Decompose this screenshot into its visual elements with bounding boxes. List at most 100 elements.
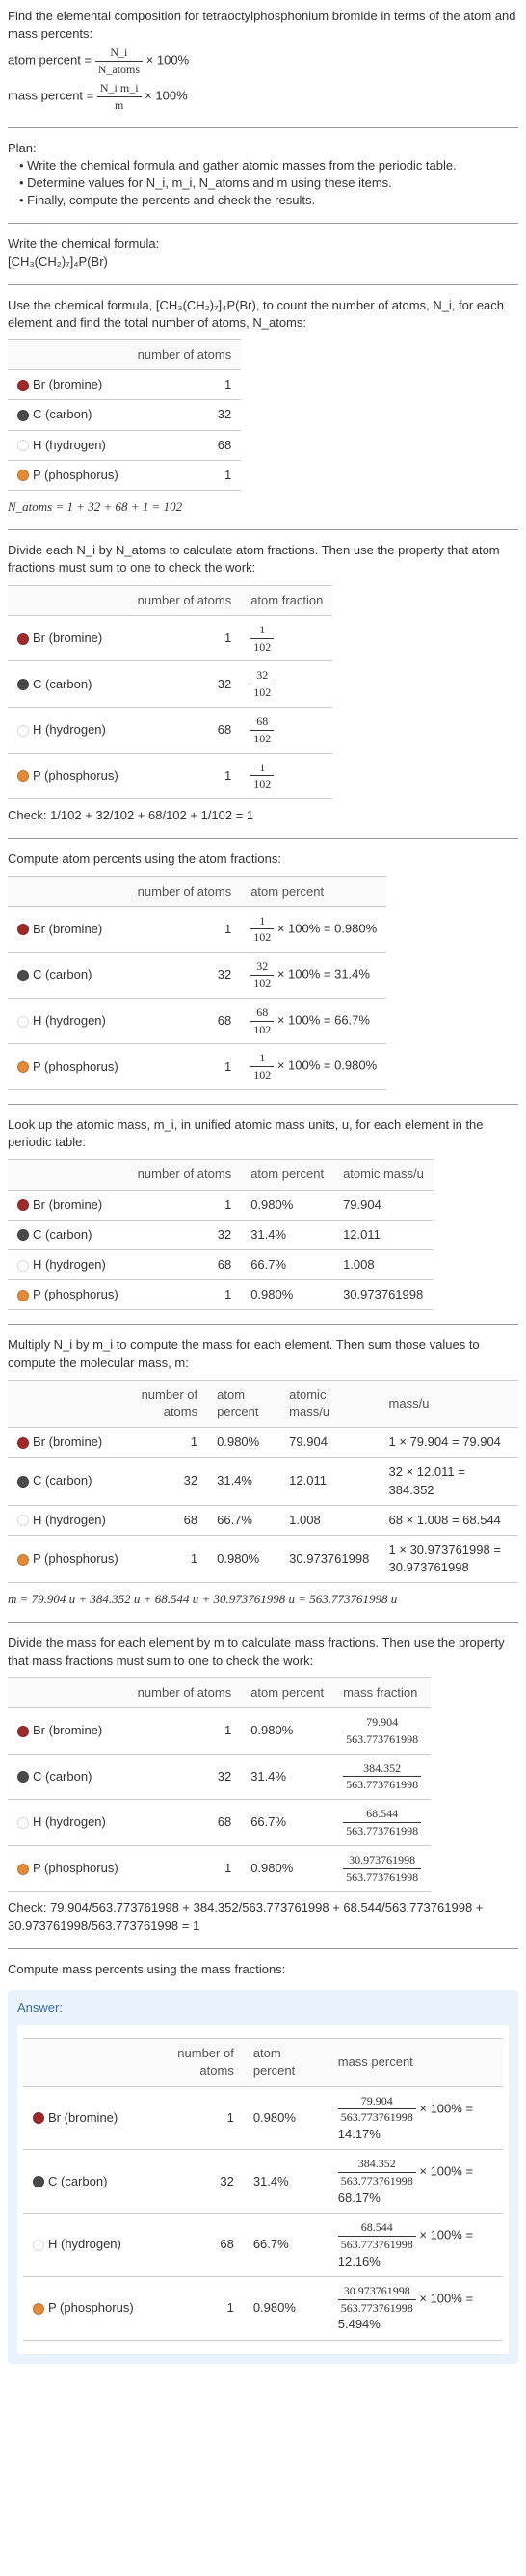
plan-bullet: • Finally, compute the percents and chec… bbox=[19, 192, 518, 209]
mass-calc-table: number of atoms atom percent atomic mass… bbox=[8, 1380, 518, 1584]
table-row: H (hydrogen)6866.7%68.544563.773761998 ×… bbox=[23, 2214, 503, 2277]
col-natoms: number of atoms bbox=[128, 585, 242, 615]
element-swatch bbox=[17, 380, 29, 391]
table-row: C (carbon)3231.4%384.352563.773761998 × … bbox=[23, 2150, 503, 2214]
masscalc-intro: Multiply N_i by m_i to compute the mass … bbox=[8, 1336, 518, 1371]
table-row: Br (bromine)11102 × 100% = 0.980% bbox=[8, 906, 386, 953]
table-row: C (carbon)3232102 bbox=[8, 661, 332, 708]
element-cell: Br (bromine) bbox=[8, 370, 128, 400]
table-row: Br (bromine)10.980%79.904563.773761998 ×… bbox=[23, 2086, 503, 2150]
frac: N_i m_im bbox=[97, 80, 142, 114]
natoms-sum: N_atoms = 1 + 32 + 68 + 1 = 102 bbox=[8, 498, 518, 516]
table-row: Br (bromine)10.980%79.9041 × 79.904 = 79… bbox=[8, 1428, 518, 1458]
table-row: P (phosphorus)11102 × 100% = 0.980% bbox=[8, 1044, 386, 1090]
masslookup-intro: Look up the atomic mass, m_i, in unified… bbox=[8, 1116, 518, 1151]
divider bbox=[8, 127, 518, 128]
table-row: H (hydrogen)6866.7%1.008 bbox=[8, 1250, 434, 1280]
mass-percent-formula: mass percent = N_i m_im × 100% bbox=[8, 80, 518, 114]
col-natoms: number of atoms bbox=[128, 340, 242, 370]
table-row: H (hydrogen)6866.7%1.00868 × 1.008 = 68.… bbox=[8, 1505, 518, 1535]
table-row: C (carbon)3231.4%12.011 bbox=[8, 1220, 434, 1249]
answer-inner: number of atoms atom percent mass percen… bbox=[17, 2025, 509, 2354]
mass-lookup-table: number of atoms atom percent atomic mass… bbox=[8, 1159, 434, 1310]
n-cell: 1 bbox=[128, 370, 242, 400]
element-swatch bbox=[17, 410, 29, 421]
table-header-row: number of atoms bbox=[8, 340, 241, 370]
table-row: C (carbon)32 bbox=[8, 400, 241, 430]
n-cell: 1 bbox=[128, 460, 242, 490]
element-cell: C (carbon) bbox=[8, 400, 128, 430]
table-header-row: number of atoms atom percent mass percen… bbox=[23, 2039, 503, 2086]
table-row: Br (bromine)10.980%79.904 bbox=[8, 1190, 434, 1220]
mass-percent-table: number of atoms atom percent mass percen… bbox=[23, 2038, 503, 2341]
table-row: C (carbon)3231.4%12.01132 × 12.011 = 384… bbox=[8, 1458, 518, 1505]
mass-calc-section: Multiply N_i by m_i to compute the mass … bbox=[8, 1336, 518, 1608]
divider bbox=[8, 284, 518, 285]
count-intro: Use the chemical formula, [CH₃(CH₂)₇]₄P(… bbox=[8, 297, 518, 332]
atom-fraction-section: Divide each N_i by N_atoms to calculate … bbox=[8, 542, 518, 824]
n-cell: 68 bbox=[128, 430, 242, 460]
divider bbox=[8, 1622, 518, 1623]
atompct-intro: Compute atom percents using the atom fra… bbox=[8, 850, 518, 868]
atom-fraction-table: number of atoms atom fraction Br (bromin… bbox=[8, 585, 332, 800]
table-header-row: number of atoms atom percent bbox=[8, 876, 386, 906]
table-row: Br (bromine)11102 bbox=[8, 615, 332, 661]
n-cell: 32 bbox=[128, 400, 242, 430]
mass-lookup-section: Look up the atomic mass, m_i, in unified… bbox=[8, 1116, 518, 1310]
table-row: P (phosphorus)10.980%30.973761998563.773… bbox=[23, 2276, 503, 2340]
table-row: P (phosphorus)10.980%30.973761998563.773… bbox=[8, 1845, 431, 1892]
plan-bullet: • Determine values for N_i, m_i, N_atoms… bbox=[19, 174, 518, 192]
massfrac-check: Check: 79.904/563.773761998 + 384.352/56… bbox=[8, 1899, 518, 1934]
table-row: H (hydrogen)68 bbox=[8, 430, 241, 460]
atomfrac-intro: Divide each N_i by N_atoms to calculate … bbox=[8, 542, 518, 577]
chemical-formula: [CH₃(CH₂)₇]₄P(Br) bbox=[8, 254, 518, 271]
answer-label: Answer: bbox=[17, 1999, 509, 2017]
molecular-mass-sum: m = 79.904 u + 384.352 u + 68.544 u + 30… bbox=[8, 1591, 518, 1608]
col-element bbox=[8, 585, 128, 615]
table-row: P (phosphorus)1 bbox=[8, 460, 241, 490]
table-row: P (phosphorus)10.980%30.9737619981 × 30.… bbox=[8, 1535, 518, 1582]
divider bbox=[8, 1324, 518, 1325]
element-cell: P (phosphorus) bbox=[8, 460, 128, 490]
count-section: Use the chemical formula, [CH₃(CH₂)₇]₄P(… bbox=[8, 297, 518, 517]
table-row: H (hydrogen)6868102 × 100% = 66.7% bbox=[8, 998, 386, 1044]
col-element bbox=[8, 340, 128, 370]
atom-percent-table: number of atoms atom percent Br (bromine… bbox=[8, 876, 386, 1091]
table-row: P (phosphorus)10.980%30.973761998 bbox=[8, 1280, 434, 1310]
col-atomfrac: atom fraction bbox=[241, 585, 332, 615]
table-header-row: number of atoms atom percent atomic mass… bbox=[8, 1160, 434, 1190]
plan-heading: Plan: bbox=[8, 140, 518, 157]
divider bbox=[8, 223, 518, 224]
formula-section: Write the chemical formula: [CH₃(CH₂)₇]₄… bbox=[8, 235, 518, 270]
table-row: H (hydrogen)6868102 bbox=[8, 707, 332, 753]
atom-percent-formula: atom percent = N_iN_atoms × 100% bbox=[8, 44, 518, 78]
atom-count-table: number of atoms Br (bromine)1 C (carbon)… bbox=[8, 339, 241, 491]
table-row: Br (bromine)1 bbox=[8, 370, 241, 400]
plan-bullet: • Write the chemical formula and gather … bbox=[19, 157, 518, 174]
atom-percent-section: Compute atom percents using the atom fra… bbox=[8, 850, 518, 1090]
table-row: Br (bromine)10.980%79.904563.773761998 bbox=[8, 1708, 431, 1755]
divider bbox=[8, 1948, 518, 1949]
divider bbox=[8, 838, 518, 839]
divider bbox=[8, 1104, 518, 1105]
table-row: C (carbon)3232102 × 100% = 31.4% bbox=[8, 953, 386, 999]
table-header-row: number of atoms atom percent atomic mass… bbox=[8, 1380, 518, 1427]
element-swatch bbox=[17, 470, 29, 481]
mass-fraction-section: Divide the mass for each element by m to… bbox=[8, 1634, 518, 1934]
masspct-intro: Compute mass percents using the mass fra… bbox=[8, 1961, 518, 1978]
answer-box: Answer: number of atoms atom percent mas… bbox=[8, 1990, 518, 2364]
element-cell: H (hydrogen) bbox=[8, 430, 128, 460]
formula-intro: Write the chemical formula: bbox=[8, 235, 518, 253]
intro: Find the elemental composition for tetra… bbox=[8, 8, 518, 114]
mass-percent-section: Compute mass percents using the mass fra… bbox=[8, 1961, 518, 2364]
table-header-row: number of atoms atom percent mass fracti… bbox=[8, 1677, 431, 1707]
massfrac-intro: Divide the mass for each element by m to… bbox=[8, 1634, 518, 1669]
intro-text: Find the elemental composition for tetra… bbox=[8, 8, 518, 42]
atomfrac-check: Check: 1/102 + 32/102 + 68/102 + 1/102 =… bbox=[8, 807, 518, 824]
mass-fraction-table: number of atoms atom percent mass fracti… bbox=[8, 1677, 431, 1892]
plan: Plan: • Write the chemical formula and g… bbox=[8, 140, 518, 210]
element-swatch bbox=[17, 440, 29, 451]
table-header-row: number of atoms atom fraction bbox=[8, 585, 332, 615]
table-row: P (phosphorus)11102 bbox=[8, 753, 332, 799]
divider bbox=[8, 529, 518, 530]
